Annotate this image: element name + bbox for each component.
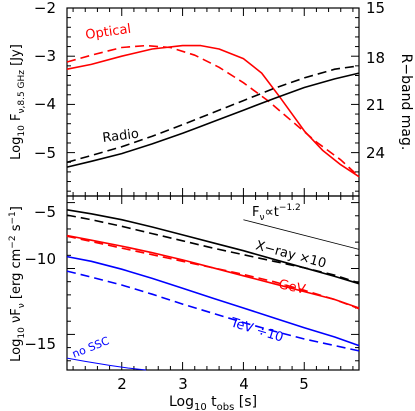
optical-dashed-line — [66, 44, 360, 178]
rband-axis-label: R−band mag. — [398, 54, 414, 151]
top-ytick-label: −2 — [34, 0, 56, 17]
no-ssc-solid-line — [66, 357, 147, 371]
top-ytick-label: −3 — [34, 47, 56, 65]
rband-tick-label: 18 — [366, 49, 385, 67]
bottom-ytick-label: −5 — [34, 203, 56, 221]
bottom-y-axis-label: Log10 νFν [erg cm−2 s−1] — [8, 206, 27, 362]
no-ssc-label: no SSC — [70, 334, 111, 361]
top-ytick-label: −4 — [34, 95, 56, 113]
bottom-panel-ticks — [67, 196, 359, 370]
gev-dashed-line — [66, 235, 360, 310]
radio-label: Radio — [102, 127, 140, 146]
radio-dashed-line — [66, 65, 360, 164]
tev-10-dashed-line — [66, 270, 360, 352]
xtick-label: 5 — [299, 375, 309, 393]
powerlaw-label: Fν∝t−1.2 — [252, 203, 301, 223]
x-axis-label: Log10 tobs [s] — [169, 394, 257, 411]
rband-tick-label: 15 — [366, 0, 385, 17]
bottom-ytick-label: −10 — [24, 250, 56, 268]
bottom-ytick-label: −15 — [24, 335, 56, 353]
optical-solid-line — [66, 44, 360, 178]
xtick-label: 4 — [239, 375, 249, 393]
tev-label: TeV ÷10 — [228, 315, 285, 345]
x-ray-10-dashed-line — [66, 214, 360, 284]
gev-label: GeV — [277, 277, 307, 297]
top-ytick-label: −5 — [34, 144, 56, 162]
top-panel-ticks — [67, 7, 359, 196]
rband-tick-label: 21 — [366, 96, 385, 114]
xray-label: X−ray ×10 — [254, 238, 328, 271]
xtick-label: 2 — [117, 375, 127, 393]
tev-10-solid-line — [66, 255, 360, 347]
xtick-label: 3 — [178, 375, 188, 393]
optical-label: Optical — [84, 22, 132, 43]
top-y-axis-label: Log10 Fν,8.5 GHz [Jy] — [9, 44, 27, 160]
gev-solid-line — [66, 234, 360, 309]
top-panel-series — [66, 44, 360, 178]
radio-solid-line — [66, 72, 360, 168]
bottom-panel-frame — [66, 195, 360, 371]
powerlaw-reference-line — [243, 219, 360, 250]
bottom-panel-series — [66, 209, 360, 371]
rband-tick-label: 24 — [366, 144, 385, 162]
x-ray-10-solid-line — [66, 209, 360, 285]
